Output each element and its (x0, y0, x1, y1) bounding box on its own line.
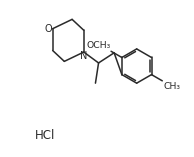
Text: N: N (80, 51, 87, 61)
Text: HCl: HCl (35, 129, 55, 142)
Text: OCH₃: OCH₃ (86, 41, 110, 51)
Text: O: O (45, 24, 53, 34)
Text: CH₃: CH₃ (163, 82, 180, 91)
